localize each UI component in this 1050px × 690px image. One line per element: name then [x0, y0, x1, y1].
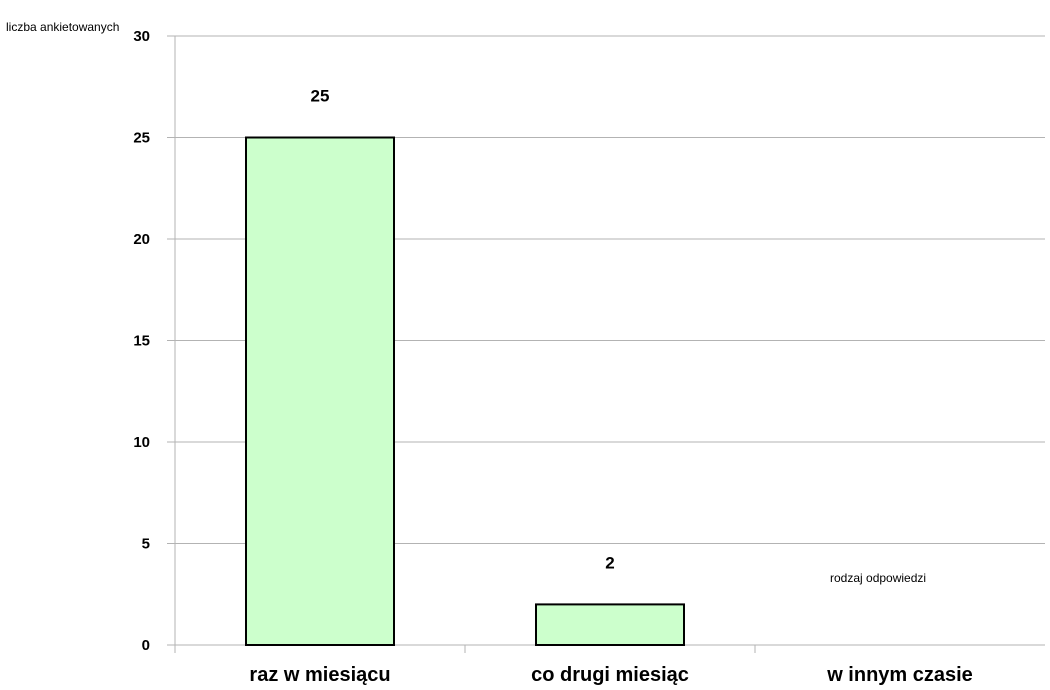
x-axis-title: rodzaj odpowiedzi	[830, 571, 926, 585]
y-tick-label: 20	[133, 231, 150, 248]
y-tick-label: 15	[133, 333, 150, 350]
bar-1	[535, 603, 685, 647]
label-layer: 0 5 10 15 20 25 30 25 raz w miesiącu 2 co drugi mi…	[133, 28, 973, 686]
y-tick-label: 30	[133, 28, 150, 45]
y-tick-label: 0	[142, 637, 150, 654]
data-label-0: 25	[311, 87, 330, 106]
y-axis-title: liczba ankietowanych	[6, 20, 119, 34]
bar-layer	[245, 136, 685, 647]
bar-0	[245, 136, 395, 646]
y-tick-label: 5	[142, 536, 150, 553]
axis-layer	[174, 36, 756, 653]
y-tick-label: 25	[133, 130, 150, 147]
x-category-label-1: co drugi miesiąc	[531, 664, 689, 685]
y-tick-label: 10	[133, 434, 150, 451]
x-category-label-2: w innym czasie	[826, 664, 973, 685]
data-label-1: 2	[605, 553, 614, 572]
x-category-label-0: raz w miesiącu	[249, 664, 390, 685]
